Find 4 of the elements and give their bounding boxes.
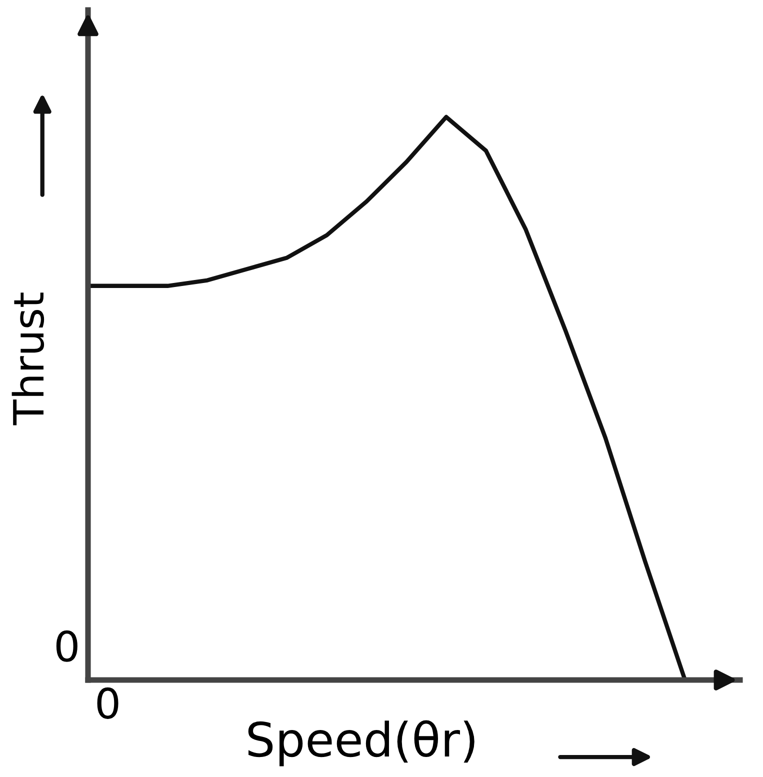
x-axis-title: Speed(θr) [248,720,474,766]
y-axis-title: Thrust [12,292,44,426]
text: 0 [56,630,78,662]
text: 0 [97,687,118,719]
